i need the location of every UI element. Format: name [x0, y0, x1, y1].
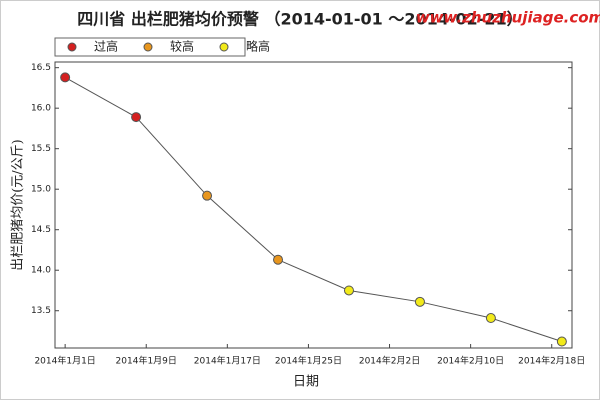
- legend-text: 略高: [246, 39, 270, 54]
- chart-title: 四川省 出栏肥猪均价预警 （2014-01-01 ～2014-02-21）: [77, 10, 522, 29]
- point: [273, 254, 284, 265]
- point: [202, 190, 213, 201]
- x-axis-label: 日期: [293, 375, 319, 390]
- y-tick-label: 16.5: [31, 63, 51, 73]
- legend-marker: [67, 42, 77, 52]
- x-tick-label: 2014年2月18日: [518, 355, 585, 367]
- point: [131, 112, 142, 123]
- x-tick-label: 2014年2月10日: [437, 355, 504, 367]
- y-tick-label: 15.0: [31, 185, 51, 195]
- y-tick-label: 14.0: [31, 266, 51, 276]
- legend-marker: [219, 42, 229, 52]
- point: [414, 296, 425, 307]
- x-tick-label: 2014年1月25日: [275, 355, 342, 367]
- point: [556, 336, 567, 347]
- plot-area: [54, 61, 573, 349]
- legend-text: 较高: [170, 39, 194, 54]
- y-tick-label: 13.5: [31, 306, 51, 316]
- legend-text: 过高: [94, 39, 118, 54]
- point: [343, 285, 354, 296]
- line: [64, 76, 563, 342]
- y-tick-label: 15.5: [31, 144, 51, 154]
- y-axis-label: 出栏肥猪均价(元/公斤): [11, 139, 26, 271]
- legend-marker: [143, 42, 153, 52]
- x-tick-label: 2014年1月9日: [116, 355, 177, 367]
- point: [60, 72, 71, 83]
- y-tick-label: 16.0: [31, 104, 51, 114]
- point: [485, 313, 496, 324]
- x-tick-label: 2014年2月2日: [359, 355, 420, 367]
- watermark: www.zhuzhujiage.com: [416, 9, 600, 27]
- y-tick-label: 14.5: [31, 225, 51, 235]
- x-tick-label: 2014年1月17日: [194, 355, 261, 367]
- x-tick-label: 2014年1月1日: [34, 355, 95, 367]
